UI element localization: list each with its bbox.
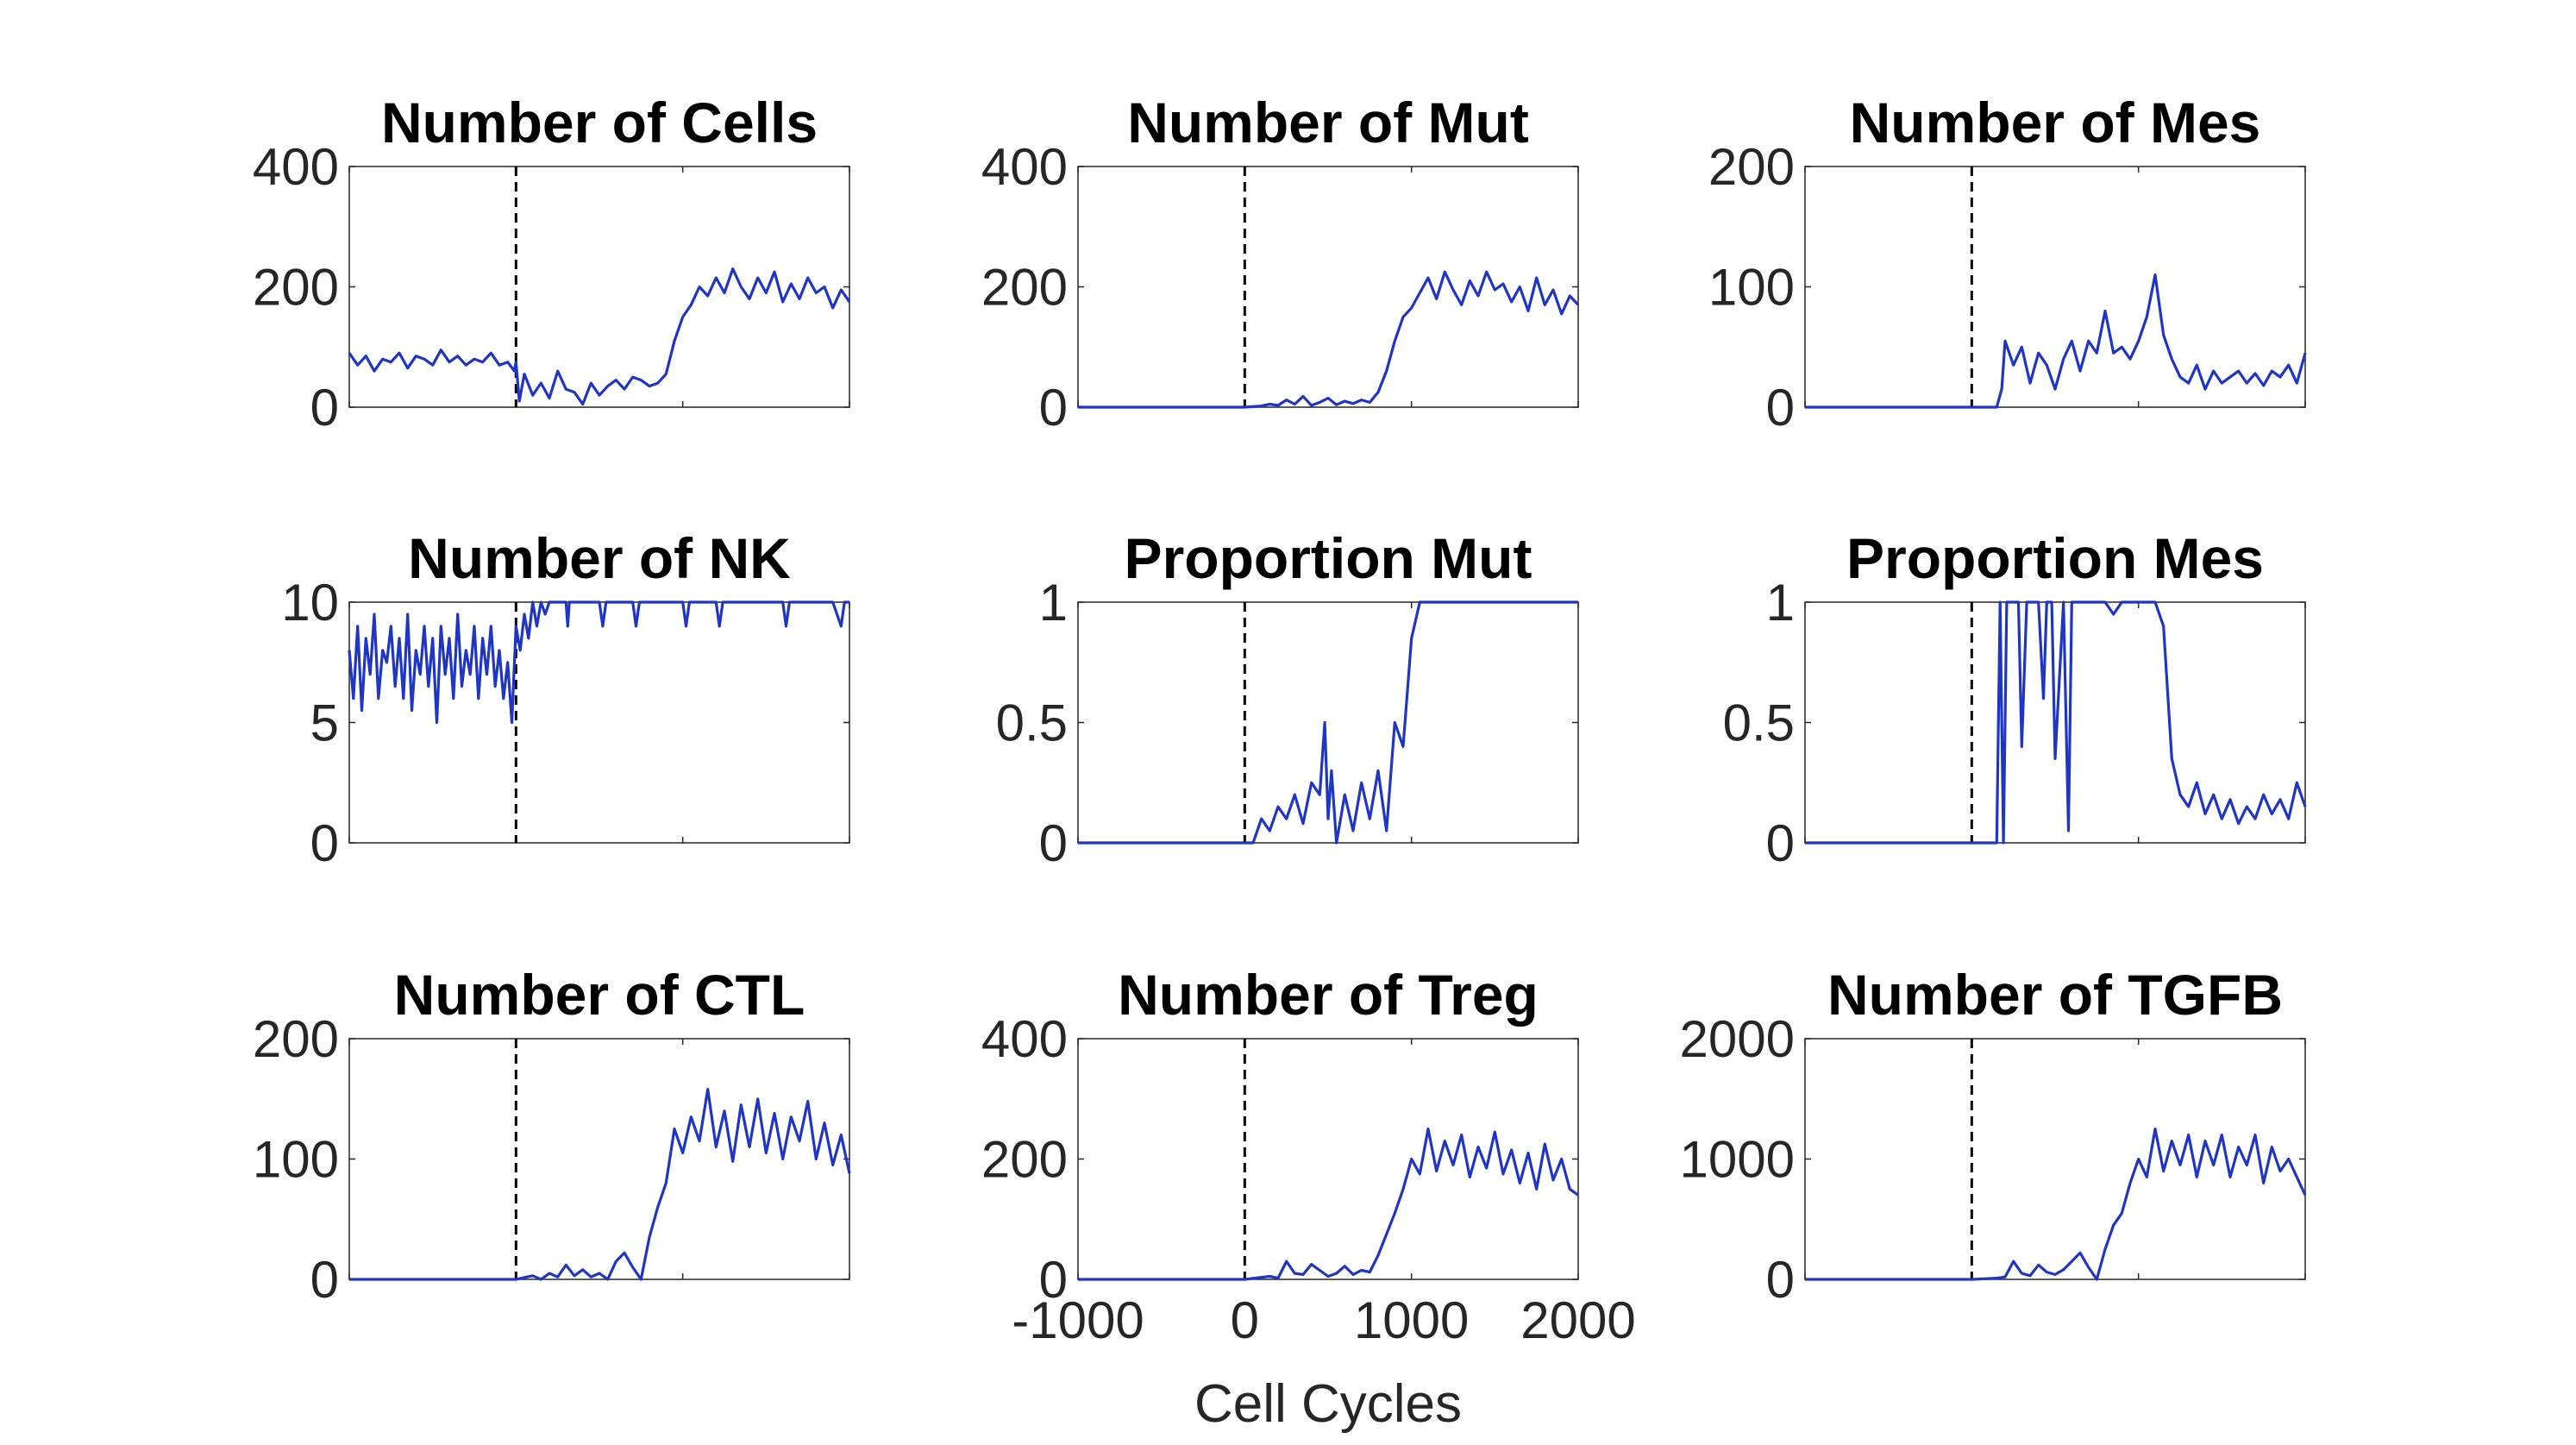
- panel-proportion-mes: 0 0.5 1 Proportion Mes: [1723, 526, 2307, 872]
- series-line-number-of-ctl: [349, 1087, 851, 1281]
- x-tick-label: 1000: [1354, 1291, 1469, 1349]
- series-line-proportion-mut: [1078, 600, 1578, 845]
- axes-box: [348, 166, 850, 408]
- panel-number-of-tgfb: 0 1000 2000 Number of TGFB: [1680, 963, 2307, 1309]
- y-tick-label: 200: [253, 259, 339, 317]
- y-tick-label: 1: [1039, 574, 1068, 631]
- panel-title: Number of Mut: [1127, 91, 1529, 154]
- x-tick-label: -1000: [1012, 1291, 1144, 1349]
- y-tick-label: 1000: [1680, 1131, 1795, 1189]
- y-tick-label: 0.5: [1723, 694, 1795, 752]
- y-tick-label: 0: [310, 814, 339, 872]
- panel-title: Number of NK: [408, 526, 791, 590]
- y-tick-label: 400: [981, 138, 1068, 196]
- panel-number-of-mes: 0 100 200 Number of Mes: [1708, 91, 2307, 437]
- y-tick-label: 100: [253, 1131, 339, 1189]
- y-tick-label: 0: [1039, 1251, 1068, 1309]
- panel-title: Number of Mes: [1850, 91, 2261, 154]
- series-line-number-of-cells: [348, 267, 851, 406]
- panel-title: Number of CTL: [394, 963, 805, 1027]
- panel-title: Number of TGFB: [1827, 963, 2283, 1027]
- panel-number-of-nk: 0 5 10 Number of NK: [281, 526, 850, 872]
- y-tick-label: 0: [1766, 379, 1795, 437]
- x-tick-label: 0: [1231, 1291, 1259, 1349]
- y-tick-label: 200: [1708, 138, 1795, 196]
- y-tick-label: 0: [1766, 814, 1795, 872]
- panel-number-of-mut: 0 200 400 Number of Mut: [981, 91, 1580, 437]
- panel-proportion-mut: 0 0.5 1 Proportion Mut: [996, 526, 1579, 872]
- y-tick-label: 0: [1039, 379, 1068, 437]
- x-axis-label: Cell Cycles: [1194, 1374, 1462, 1434]
- x-tick-label: 2000: [1520, 1291, 1635, 1349]
- y-tick-label: 1: [1766, 574, 1795, 631]
- panel-title: Number of Cells: [381, 91, 818, 154]
- axes-box: [1804, 1038, 2306, 1280]
- y-tick-label: 200: [981, 259, 1068, 317]
- panel-title: Proportion Mes: [1846, 526, 2264, 590]
- y-tick-label: 0.5: [996, 694, 1068, 752]
- axes-box: [348, 1038, 850, 1280]
- y-tick-label: 0: [310, 1251, 339, 1309]
- panel-title: Proportion Mut: [1125, 526, 1532, 590]
- y-tick-label: 200: [253, 1010, 339, 1068]
- y-tick-label: 0: [1039, 814, 1068, 872]
- series-line-number-of-tgfb: [1805, 1127, 2307, 1281]
- y-tick-label: 2000: [1680, 1010, 1795, 1068]
- y-tick-label: 10: [281, 574, 339, 631]
- y-tick-label: 5: [310, 694, 339, 752]
- panel-number-of-cells: 0 200 400 Number of Cells: [253, 91, 851, 437]
- series-line-number-of-treg: [1078, 1127, 1579, 1281]
- y-tick-label: 100: [1708, 259, 1795, 317]
- series-line-number-of-mut: [1078, 270, 1580, 409]
- y-tick-label: 0: [310, 379, 339, 437]
- y-tick-label: 400: [981, 1010, 1068, 1068]
- series-line-number-of-mes: [1805, 273, 2307, 409]
- y-tick-label: 400: [253, 138, 339, 196]
- y-tick-label: 0: [1766, 1251, 1795, 1309]
- axes-box: [1077, 1038, 1579, 1280]
- panel-number-of-ctl: 0 100 200 Number of CTL: [253, 963, 851, 1309]
- panel-title: Number of Treg: [1118, 963, 1539, 1027]
- y-tick-label: 200: [981, 1131, 1068, 1189]
- series-line-proportion-mes: [1805, 600, 2307, 845]
- axes-box: [1804, 166, 2306, 408]
- series-line-number-of-nk: [348, 600, 849, 725]
